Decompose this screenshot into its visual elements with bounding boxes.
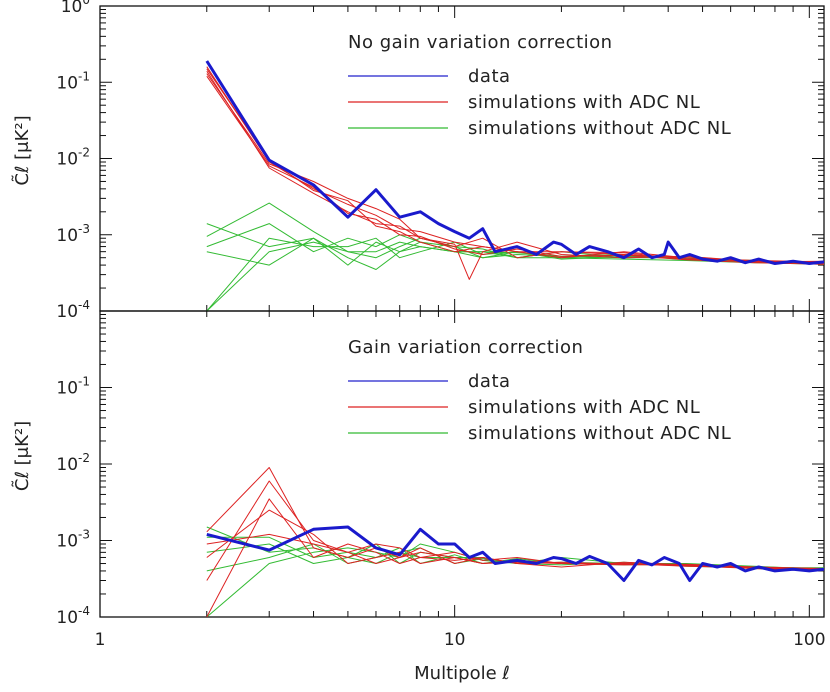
tick-exponent: -2 bbox=[78, 451, 90, 465]
top-y-tick-label: 10-4 bbox=[56, 298, 90, 322]
bottom-y-tick-label: 10-1 bbox=[56, 375, 90, 399]
bottom-y-axis-title: C̃ℓ [μK²] bbox=[12, 421, 33, 491]
bottom-legend-label: simulations without ADC NL bbox=[468, 423, 731, 444]
tick-exponent: -4 bbox=[78, 604, 90, 618]
tick-base: 10 bbox=[61, 0, 83, 17]
tick-base: 10 bbox=[56, 302, 78, 322]
bottom-x-tick-label: 1 bbox=[95, 630, 106, 650]
tick-base: 10 bbox=[56, 608, 78, 628]
tick-base: 10 bbox=[56, 150, 78, 170]
sim-with-adc-nl-line bbox=[206, 467, 824, 570]
top-legend-title: No gain variation correction bbox=[348, 32, 613, 53]
tick-base: 10 bbox=[56, 455, 78, 475]
bottom-x-tick-label: 10 bbox=[444, 630, 466, 650]
data-line bbox=[206, 525, 824, 582]
tick-exponent: -1 bbox=[78, 375, 90, 389]
top-x-ticks bbox=[99, 6, 810, 311]
tick-base: 10 bbox=[56, 73, 78, 93]
tick-exponent: -4 bbox=[78, 298, 90, 312]
tick-exponent: -3 bbox=[78, 528, 90, 542]
sim-with-adc-nl-line bbox=[206, 533, 824, 571]
tick-exponent: -2 bbox=[78, 146, 90, 160]
top-legend-label: data bbox=[468, 66, 511, 87]
top-y-tick-label: 100 bbox=[61, 0, 90, 17]
top-y-tick-label: 10-2 bbox=[56, 146, 90, 170]
bottom-x-axis-title: Multipole ℓ bbox=[414, 663, 510, 684]
bottom-y-tick-label: 10-3 bbox=[56, 528, 90, 552]
bottom-legend-label: simulations with ADC NL bbox=[468, 397, 700, 418]
bottom-x-tick-label: 100 bbox=[793, 630, 825, 650]
data-line bbox=[205, 60, 824, 265]
bottom-legend: Gain variation correction data simulations… bbox=[348, 337, 731, 444]
tick-base: 10 bbox=[56, 226, 78, 246]
top-legend-label: simulations with ADC NL bbox=[468, 92, 700, 113]
sim-with-adc-nl-line bbox=[206, 498, 824, 617]
sim-with-adc-nl-line bbox=[206, 73, 824, 264]
bottom-series-group bbox=[206, 467, 824, 617]
bottom-legend-label: data bbox=[468, 371, 511, 392]
top-y-tick-label: 10-3 bbox=[56, 222, 90, 246]
tick-base: 10 bbox=[56, 379, 78, 399]
top-y-tick-label: 10-1 bbox=[56, 69, 90, 93]
top-legend: No gain variation correction data simulati… bbox=[348, 32, 731, 139]
top-legend-label: simulations without ADC NL bbox=[468, 118, 731, 139]
top-y-axis-title: C̃ℓ [μK²] bbox=[12, 115, 33, 185]
bottom-y-tick-label: 10-4 bbox=[56, 604, 90, 628]
sim-without-adc-nl-line bbox=[206, 543, 824, 617]
tick-exponent: 0 bbox=[82, 0, 90, 7]
bottom-y-tick-label: 10-2 bbox=[56, 451, 90, 475]
bottom-y-ticks bbox=[100, 310, 824, 618]
tick-exponent: -3 bbox=[78, 222, 90, 236]
bottom-legend-title: Gain variation correction bbox=[348, 337, 583, 358]
bottom-x-ticks bbox=[99, 311, 810, 617]
bottom-panel: 10-110-210-310-4C̃ℓ [μK²]1 10 100Multipole… bbox=[12, 310, 826, 684]
tick-exponent: -1 bbox=[78, 69, 90, 83]
top-series-group bbox=[205, 60, 824, 311]
tick-base: 10 bbox=[56, 532, 78, 552]
